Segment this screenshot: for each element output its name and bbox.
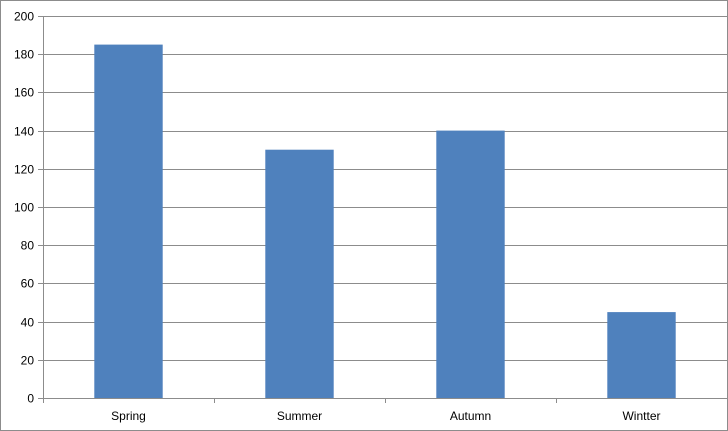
bar-summer bbox=[265, 149, 334, 398]
x-tick-label: Spring bbox=[111, 409, 146, 423]
y-tick-label: 80 bbox=[21, 239, 35, 253]
y-tick-label: 140 bbox=[14, 125, 34, 139]
y-tick-label: 200 bbox=[14, 10, 34, 24]
y-tick-label: 20 bbox=[21, 354, 35, 368]
bar-autumn bbox=[436, 130, 505, 398]
y-tick-label: 120 bbox=[14, 163, 34, 177]
bars bbox=[94, 44, 676, 398]
y-tick-label: 60 bbox=[21, 277, 35, 291]
tick-labels: 0 20 40 60 80 100 120 140 160 180 200 Spring Summer A… bbox=[14, 10, 661, 424]
y-tick-label: 100 bbox=[14, 201, 34, 215]
y-tick-label: 180 bbox=[14, 48, 34, 62]
y-tick-label: 160 bbox=[14, 86, 34, 100]
x-tick-label: Autumn bbox=[450, 409, 491, 423]
x-tick-label: Summer bbox=[277, 409, 322, 423]
x-tick-label: Wintter bbox=[622, 409, 660, 423]
y-tick-label: 40 bbox=[21, 316, 35, 330]
axes bbox=[38, 16, 727, 403]
bar-spring bbox=[94, 44, 163, 398]
bar-wintter bbox=[607, 312, 676, 398]
y-tick-label: 0 bbox=[27, 392, 34, 406]
